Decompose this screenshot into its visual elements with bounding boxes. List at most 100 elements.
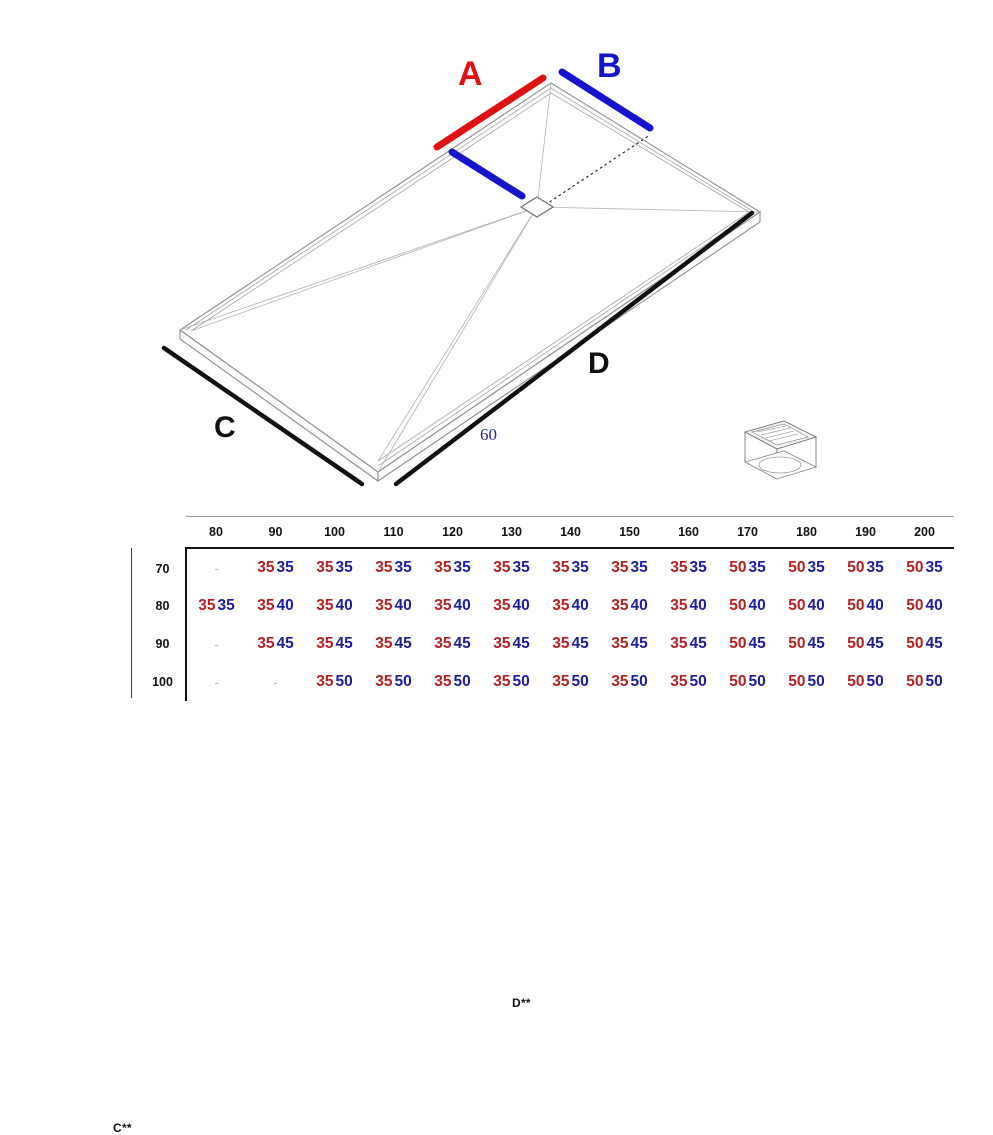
table-cell: 35 50 xyxy=(600,663,659,701)
table-cell: 50 35 xyxy=(836,548,895,587)
cell-value-secondary: 35 xyxy=(748,559,766,576)
table-cell: 50 45 xyxy=(895,625,954,663)
table-column-header: 180 xyxy=(777,516,836,549)
cell-value-secondary: 40 xyxy=(512,597,530,614)
cell-value-primary: 35 xyxy=(375,635,393,652)
cell-value-secondary: 35 xyxy=(394,559,412,576)
cell-value-primary: - xyxy=(273,674,278,690)
cell-value-primary: 35 xyxy=(375,673,393,690)
cell-value-primary: 35 xyxy=(670,559,688,576)
table-row: 80 35 35 35 40 35 40 35 40 35 40 35 40 35 40 35 40 35 40 50… xyxy=(140,587,954,625)
table-cell: 35 40 xyxy=(305,587,364,625)
cell-value-primary: 50 xyxy=(788,673,806,690)
cell-value-primary: 35 xyxy=(670,597,688,614)
cell-value-primary: - xyxy=(214,560,219,576)
cell-value-primary: 35 xyxy=(493,673,511,690)
cell-value-primary: 35 xyxy=(316,597,334,614)
table-row-header: 90 xyxy=(140,625,187,663)
table-cell: 35 40 xyxy=(246,587,305,625)
row-label-rule xyxy=(131,548,132,698)
table-cell: 35 45 xyxy=(541,625,600,663)
table-column-header: 170 xyxy=(718,516,777,549)
table-cell: 35 45 xyxy=(600,625,659,663)
cell-value-primary: 35 xyxy=(434,673,452,690)
cell-value-primary: 35 xyxy=(611,559,629,576)
tray-inner-rim xyxy=(185,87,755,467)
cell-value-primary: 35 xyxy=(434,635,452,652)
cell-value-secondary: 50 xyxy=(689,673,707,690)
table-corner-cell xyxy=(140,517,186,549)
cell-value-primary: 50 xyxy=(847,559,865,576)
dimension-line-b-lower xyxy=(448,148,526,200)
cell-value-primary: 35 xyxy=(434,597,452,614)
cell-value-primary: 50 xyxy=(847,635,865,652)
cell-value-primary: 50 xyxy=(729,597,747,614)
cell-value-secondary: 40 xyxy=(866,597,884,614)
specification-table-section: D** C** 80 90 100 110 120 130 140 150 160 170 180 1… xyxy=(0,496,993,1135)
cell-value-secondary: 40 xyxy=(394,597,412,614)
table-cell: 35 35 xyxy=(423,548,482,587)
cell-value-primary: 35 xyxy=(552,673,570,690)
table-column-header: 90 xyxy=(246,516,305,549)
table-cell: 35 35 xyxy=(305,548,364,587)
cell-value-secondary: 35 xyxy=(630,559,648,576)
cell-value-secondary: 50 xyxy=(925,673,943,690)
table-column-axis-label: D** xyxy=(512,996,531,1010)
cell-value-primary: 50 xyxy=(906,635,924,652)
table-cell: 50 45 xyxy=(836,625,895,663)
cell-value-secondary: 45 xyxy=(630,635,648,652)
table-row-header: 70 xyxy=(140,548,187,587)
table-cell: 35 40 xyxy=(600,587,659,625)
cell-value-secondary: 35 xyxy=(689,559,707,576)
table-cell: 50 35 xyxy=(718,548,777,587)
dimension-line-d xyxy=(393,210,755,487)
dimension-label-b: B xyxy=(597,47,622,85)
table-cell: 35 35 xyxy=(364,548,423,587)
table-column-header: 190 xyxy=(836,516,895,549)
table-cell: 50 35 xyxy=(777,548,836,587)
cell-value-secondary: 45 xyxy=(689,635,707,652)
cell-value-primary: 35 xyxy=(316,559,334,576)
table-header: 80 90 100 110 120 130 140 150 160 170 180 190 200 xyxy=(140,516,954,549)
table-cell: 35 35 xyxy=(482,548,541,587)
table-cell: 35 45 xyxy=(364,625,423,663)
cell-value-secondary: 35 xyxy=(335,559,353,576)
cell-value-secondary: 45 xyxy=(276,635,294,652)
table-cell: 35 50 xyxy=(364,663,423,701)
dimension-line-a xyxy=(433,74,547,151)
cell-value-primary: 35 xyxy=(552,559,570,576)
drain-diagonal-dotted xyxy=(544,134,651,206)
cell-value-secondary: 40 xyxy=(689,597,707,614)
table-cell: 50 45 xyxy=(718,625,777,663)
dimension-specification-table: 80 90 100 110 120 130 140 150 160 170 180 190 200 70… xyxy=(140,516,954,701)
table-cell: 50 40 xyxy=(836,587,895,625)
cell-value-primary: 35 xyxy=(670,673,688,690)
shower-tray-isometric-svg xyxy=(161,68,818,487)
cell-value-secondary: 40 xyxy=(807,597,825,614)
cell-value-secondary: 45 xyxy=(748,635,766,652)
cell-value-primary: 35 xyxy=(670,635,688,652)
table-cell: 50 40 xyxy=(777,587,836,625)
cell-value-secondary: 50 xyxy=(453,673,471,690)
drain-grate-icon xyxy=(743,420,818,480)
cell-value-primary: 35 xyxy=(611,673,629,690)
table-column-header: 160 xyxy=(659,516,718,549)
cell-value-primary: 50 xyxy=(847,673,865,690)
cell-value-primary: 35 xyxy=(257,559,275,576)
table-cell: 35 45 xyxy=(305,625,364,663)
cell-value-secondary: 45 xyxy=(866,635,884,652)
dimension-line-c xyxy=(161,345,365,487)
cell-value-primary: 50 xyxy=(788,559,806,576)
table-column-header: 150 xyxy=(600,516,659,549)
table-column-header: 140 xyxy=(541,516,600,549)
cell-value-secondary: 50 xyxy=(866,673,884,690)
table-cell: - xyxy=(186,548,246,587)
cell-value-primary: 50 xyxy=(788,635,806,652)
table-cell: 35 50 xyxy=(659,663,718,701)
cell-value-secondary: 50 xyxy=(748,673,766,690)
table-column-header: 100 xyxy=(305,516,364,549)
cell-value-primary: 35 xyxy=(611,597,629,614)
table-cell: 35 45 xyxy=(482,625,541,663)
table-cell: 35 50 xyxy=(423,663,482,701)
cell-value-primary: 35 xyxy=(552,635,570,652)
